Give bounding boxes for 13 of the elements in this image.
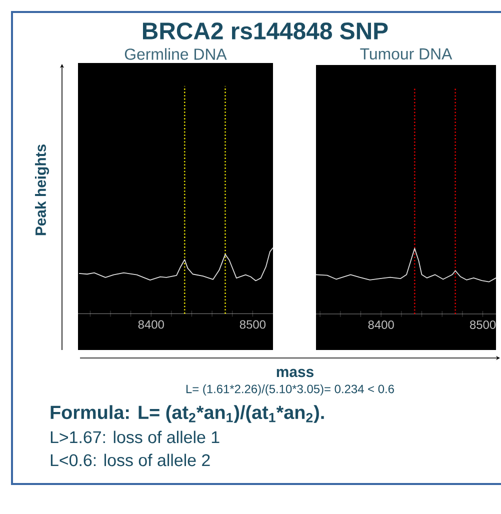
x-tick-label: 8400	[138, 320, 164, 329]
text: Formula: L= (at$_{2}$*an$_{1}$)/(at$_{1}$*an$_{2}$).	[50, 405, 324, 423]
x-tick-label: 8400	[368, 320, 394, 329]
x-tick-label: 8500	[470, 320, 496, 329]
chart-subtitle: Tumour DNA	[360, 48, 452, 60]
text: L= (1.61*2.26)/(5.10*3.05)= 0.234 < 0.6	[186, 384, 394, 396]
text: L>1.67: loss of allele 1	[50, 430, 220, 444]
text: L<0.6: loss of allele 2	[50, 454, 210, 466]
y-axis-title: Peak heights	[35, 144, 50, 236]
chart-subtitle: Germline DNA	[124, 48, 227, 60]
x-axis-title: mass	[276, 368, 314, 378]
chart-title: BRCA2 rs144848 SNP	[142, 22, 388, 40]
x-tick-label: 8500	[240, 320, 266, 329]
